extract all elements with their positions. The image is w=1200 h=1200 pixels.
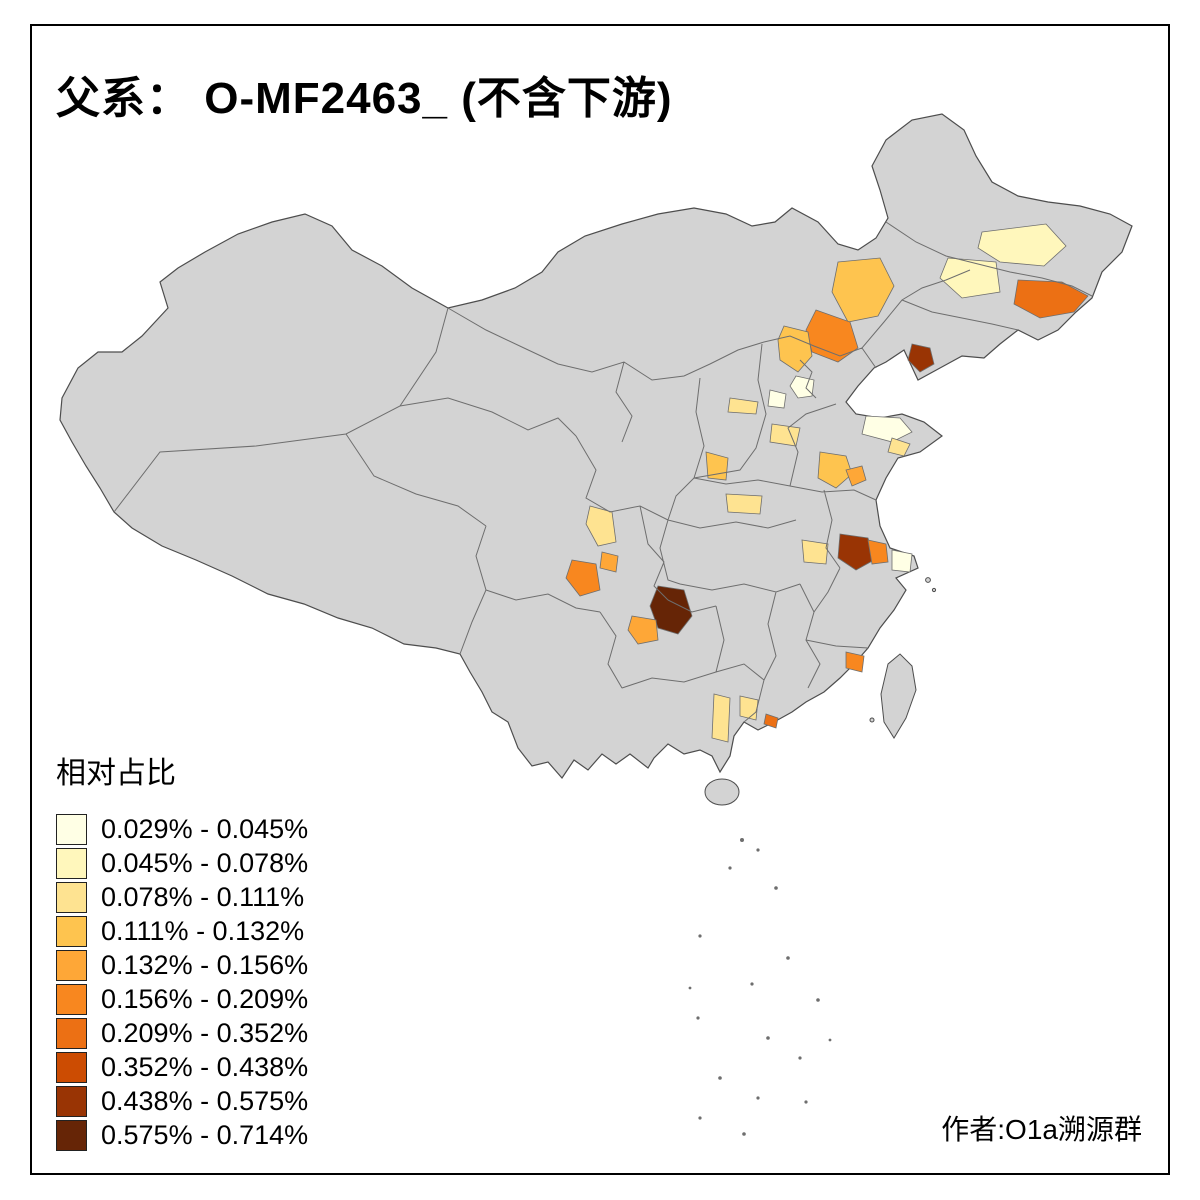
legend-swatch (56, 1017, 87, 1049)
legend-swatch (56, 1085, 87, 1117)
south-china-sea-islets (688, 838, 832, 1136)
region-patch (739, 695, 759, 721)
region-patch (977, 223, 1067, 267)
islands (704, 577, 937, 806)
legend-entry: 0.438% - 0.575% (56, 1084, 308, 1118)
region-patch (845, 651, 865, 673)
region-patch (727, 397, 759, 415)
province-borders (113, 221, 1093, 723)
hainan-island (704, 778, 740, 806)
region-patch (887, 437, 911, 457)
legend-label: 0.132% - 0.156% (101, 949, 309, 980)
map-title: 父系： O-MF2463_ (不含下游) (56, 74, 673, 123)
legend-entries: 0.029% - 0.045% 0.045% - 0.078% 0.078% - 0… (56, 812, 308, 1152)
region-patch (939, 257, 1001, 299)
region-patch (1013, 279, 1089, 319)
region-patch (831, 257, 895, 323)
region-patch (845, 465, 867, 487)
legend-swatch (56, 949, 87, 981)
legend-label: 0.078% - 0.111% (101, 881, 305, 912)
region-patch (769, 423, 801, 447)
legend-swatch (56, 813, 87, 845)
region-patch (565, 559, 601, 597)
legend-entry: 0.156% - 0.209% (56, 982, 308, 1016)
region-patch (711, 693, 731, 743)
attribution: 作者:O1a溯源群 (941, 1114, 1142, 1145)
zhoushan-islet-b (931, 587, 937, 593)
region-patch (767, 389, 787, 409)
legend-label: 0.209% - 0.352% (101, 1017, 309, 1048)
legend-swatch (56, 847, 87, 879)
legend-label: 0.029% - 0.045% (101, 813, 309, 844)
region-patch (725, 493, 763, 515)
legend-title: 相对占比 (56, 757, 176, 790)
zhoushan-islet-a (925, 577, 931, 583)
region-patch (763, 713, 779, 729)
legend-label: 0.156% - 0.209% (101, 983, 309, 1014)
legend-label: 0.352% - 0.438% (101, 1051, 309, 1082)
legend-swatch (56, 1119, 87, 1151)
region-patch (837, 533, 875, 571)
legend-entry: 0.209% - 0.352% (56, 1016, 308, 1050)
legend-label: 0.045% - 0.078% (101, 847, 309, 878)
colored-regions (565, 223, 1089, 743)
legend-entry: 0.352% - 0.438% (56, 1050, 308, 1084)
legend-entry: 0.132% - 0.156% (56, 948, 308, 982)
region-patch (649, 585, 693, 635)
legend-swatch (56, 1051, 87, 1083)
region-patch (777, 325, 813, 373)
legend-entry: 0.575% - 0.714% (56, 1118, 308, 1152)
penghu-islet (869, 717, 875, 723)
region-patch (817, 451, 853, 489)
region-patch (599, 551, 619, 573)
legend-swatch (56, 915, 87, 947)
legend-label: 0.438% - 0.575% (101, 1085, 309, 1116)
region-patch (805, 309, 859, 363)
legend-entry: 0.029% - 0.045% (56, 812, 308, 846)
legend-label: 0.111% - 0.132% (101, 915, 305, 946)
region-patch (801, 539, 829, 565)
taiwan-island (880, 653, 917, 739)
region-patch (867, 539, 889, 565)
legend-entry: 0.045% - 0.078% (56, 846, 308, 880)
legend-entry: 0.078% - 0.111% (56, 880, 308, 914)
region-patch (627, 615, 659, 645)
legend-swatch (56, 881, 87, 913)
region-patch (861, 415, 913, 443)
legend: 相对占比 0.029% - 0.045% 0.045% - 0.078% 0.078… (56, 748, 308, 1152)
region-patch (907, 343, 935, 373)
legend-label: 0.575% - 0.714% (101, 1119, 309, 1150)
mainland-outline (59, 113, 1133, 779)
legend-swatch (56, 983, 87, 1015)
region-patch (891, 549, 913, 573)
legend-entry: 0.111% - 0.132% (56, 914, 308, 948)
